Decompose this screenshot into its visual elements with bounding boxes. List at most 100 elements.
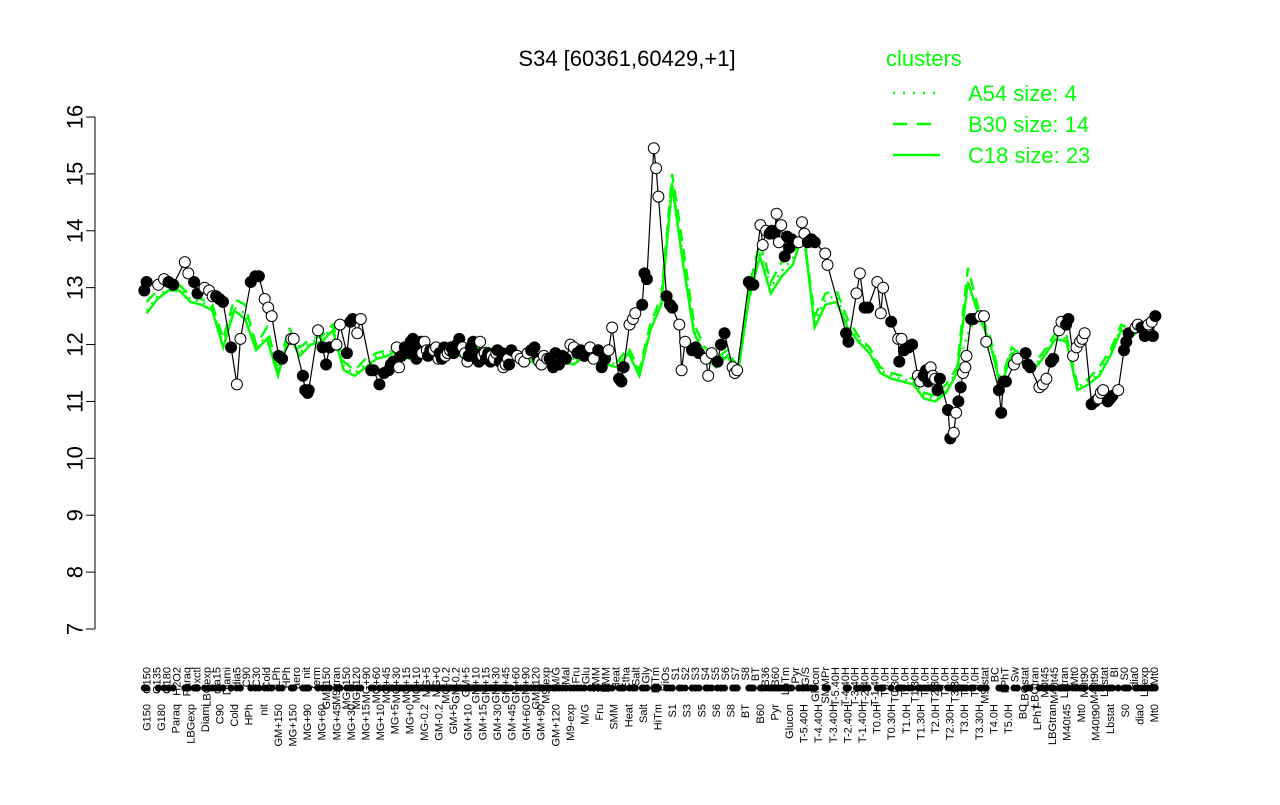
data-point bbox=[747, 278, 760, 291]
x-tick-label: Mal bbox=[560, 667, 572, 685]
data-point bbox=[1097, 384, 1110, 397]
x-tick-label: S1 bbox=[667, 704, 679, 717]
data-point bbox=[906, 338, 919, 351]
x-tick-label: T2.30H bbox=[945, 704, 957, 740]
data-point bbox=[931, 384, 944, 397]
x-tick-label: T0.0H bbox=[872, 704, 884, 734]
data-point bbox=[673, 318, 686, 331]
data-point bbox=[796, 216, 808, 229]
data-point bbox=[167, 278, 180, 291]
data-point bbox=[895, 332, 908, 345]
rug-mark bbox=[278, 684, 286, 692]
data-point bbox=[1011, 352, 1024, 365]
rug-mark bbox=[184, 684, 192, 692]
x-tick-label: T-3.40H bbox=[828, 704, 840, 743]
x-tick-label: S8 bbox=[740, 667, 752, 680]
x-tick-label: T2.0H bbox=[930, 704, 942, 734]
x-tick-label: T0.30H bbox=[886, 704, 898, 740]
legend-title: clusters bbox=[886, 46, 962, 71]
x-tick-label: Paraq bbox=[171, 704, 183, 733]
x-tick-label: S4 bbox=[700, 667, 712, 680]
rug-mark bbox=[1081, 684, 1089, 692]
rug-mark bbox=[236, 684, 244, 692]
rug-mark bbox=[864, 684, 872, 692]
x-tick-label: G/S bbox=[800, 667, 812, 686]
x-tick-label: BC bbox=[1018, 704, 1030, 719]
x-tick-label: T4.0H bbox=[988, 704, 1000, 734]
mean-line bbox=[143, 148, 1156, 441]
data-point bbox=[980, 335, 993, 348]
data-point bbox=[559, 352, 572, 365]
data-point bbox=[617, 361, 630, 374]
rug-mark bbox=[357, 684, 365, 692]
x-tick-label: Heat bbox=[610, 667, 622, 690]
rug-mark bbox=[154, 684, 162, 692]
x-tick-label: C90 bbox=[241, 667, 253, 687]
data-point bbox=[528, 341, 541, 354]
x-tick-label: T-4.40H bbox=[813, 704, 825, 743]
x-tick-label: dia0 bbox=[1129, 667, 1141, 688]
data-point bbox=[474, 335, 487, 348]
rug-mark bbox=[169, 684, 177, 692]
data-point bbox=[893, 355, 906, 368]
x-tick-label: S1 bbox=[670, 667, 682, 680]
data-point bbox=[1112, 384, 1125, 397]
data-point bbox=[606, 321, 619, 334]
x-tick-label: Pyr bbox=[790, 667, 802, 684]
legend: clusters A54 size: 4 B30 size: 14 C18 size… bbox=[886, 46, 1090, 168]
x-tick-label: HPh bbox=[281, 667, 293, 688]
x-tick-label: T3.0H bbox=[959, 704, 971, 734]
rug-mark bbox=[1026, 684, 1034, 692]
data-point bbox=[862, 301, 875, 314]
y-tick-label: 15 bbox=[63, 162, 88, 186]
data-point bbox=[503, 358, 516, 371]
rug-mark bbox=[370, 684, 378, 692]
data-point bbox=[252, 270, 265, 283]
x-tick-label: HPh bbox=[244, 704, 256, 725]
data-point bbox=[1078, 327, 1091, 340]
x-tick-label: LPh bbox=[271, 667, 283, 687]
rug-mark bbox=[1151, 684, 1159, 692]
data-point bbox=[885, 315, 898, 328]
data-point bbox=[602, 344, 615, 357]
rug-mark bbox=[1108, 684, 1116, 692]
x-tick-label: T3.30H bbox=[974, 704, 986, 740]
data-point bbox=[933, 372, 946, 385]
data-point bbox=[636, 298, 649, 311]
chart-title: S34 [60361,60429,+1] bbox=[518, 46, 735, 71]
x-tick-label: MG+90 bbox=[361, 667, 373, 703]
rug-mark bbox=[194, 684, 201, 692]
x-tick-label: SMM bbox=[609, 704, 621, 730]
data-point bbox=[960, 349, 973, 362]
x-tick-label: Etha bbox=[620, 666, 632, 690]
x-tick-label: S7 bbox=[730, 667, 742, 680]
data-point bbox=[320, 358, 333, 371]
data-point bbox=[287, 332, 300, 345]
x-tick-label: S0 bbox=[1120, 704, 1132, 717]
x-tick-label: G180 bbox=[156, 704, 168, 731]
x-tick-label: MG+60 bbox=[317, 704, 329, 740]
rug-mark bbox=[580, 684, 588, 692]
x-tick-label: T1.30H bbox=[910, 667, 922, 703]
data-point bbox=[702, 369, 715, 382]
data-point bbox=[178, 256, 191, 269]
data-point bbox=[340, 347, 353, 360]
data-point bbox=[1019, 347, 1032, 360]
x-tick-label: dia5 bbox=[231, 667, 243, 688]
rug-mark bbox=[969, 684, 977, 692]
data-point bbox=[1149, 310, 1162, 323]
data-point bbox=[947, 426, 960, 439]
data-point bbox=[217, 295, 229, 308]
x-tick-label: S5 bbox=[696, 704, 708, 717]
legend-label-3: C18 size: 23 bbox=[968, 143, 1090, 168]
x-tick-label: GM+120 bbox=[550, 704, 562, 747]
x-tick-label: MG+45 bbox=[331, 704, 343, 740]
x-tick-label: M40t90 bbox=[1091, 704, 1103, 741]
rug-mark bbox=[608, 684, 616, 692]
x-tick-label: Glu bbox=[580, 667, 592, 684]
x-tick-label: Fru bbox=[570, 667, 582, 684]
x-tick-label: MG+0 bbox=[404, 704, 416, 734]
x-tick-label: GM+45 bbox=[506, 704, 518, 740]
data-point bbox=[302, 384, 315, 397]
